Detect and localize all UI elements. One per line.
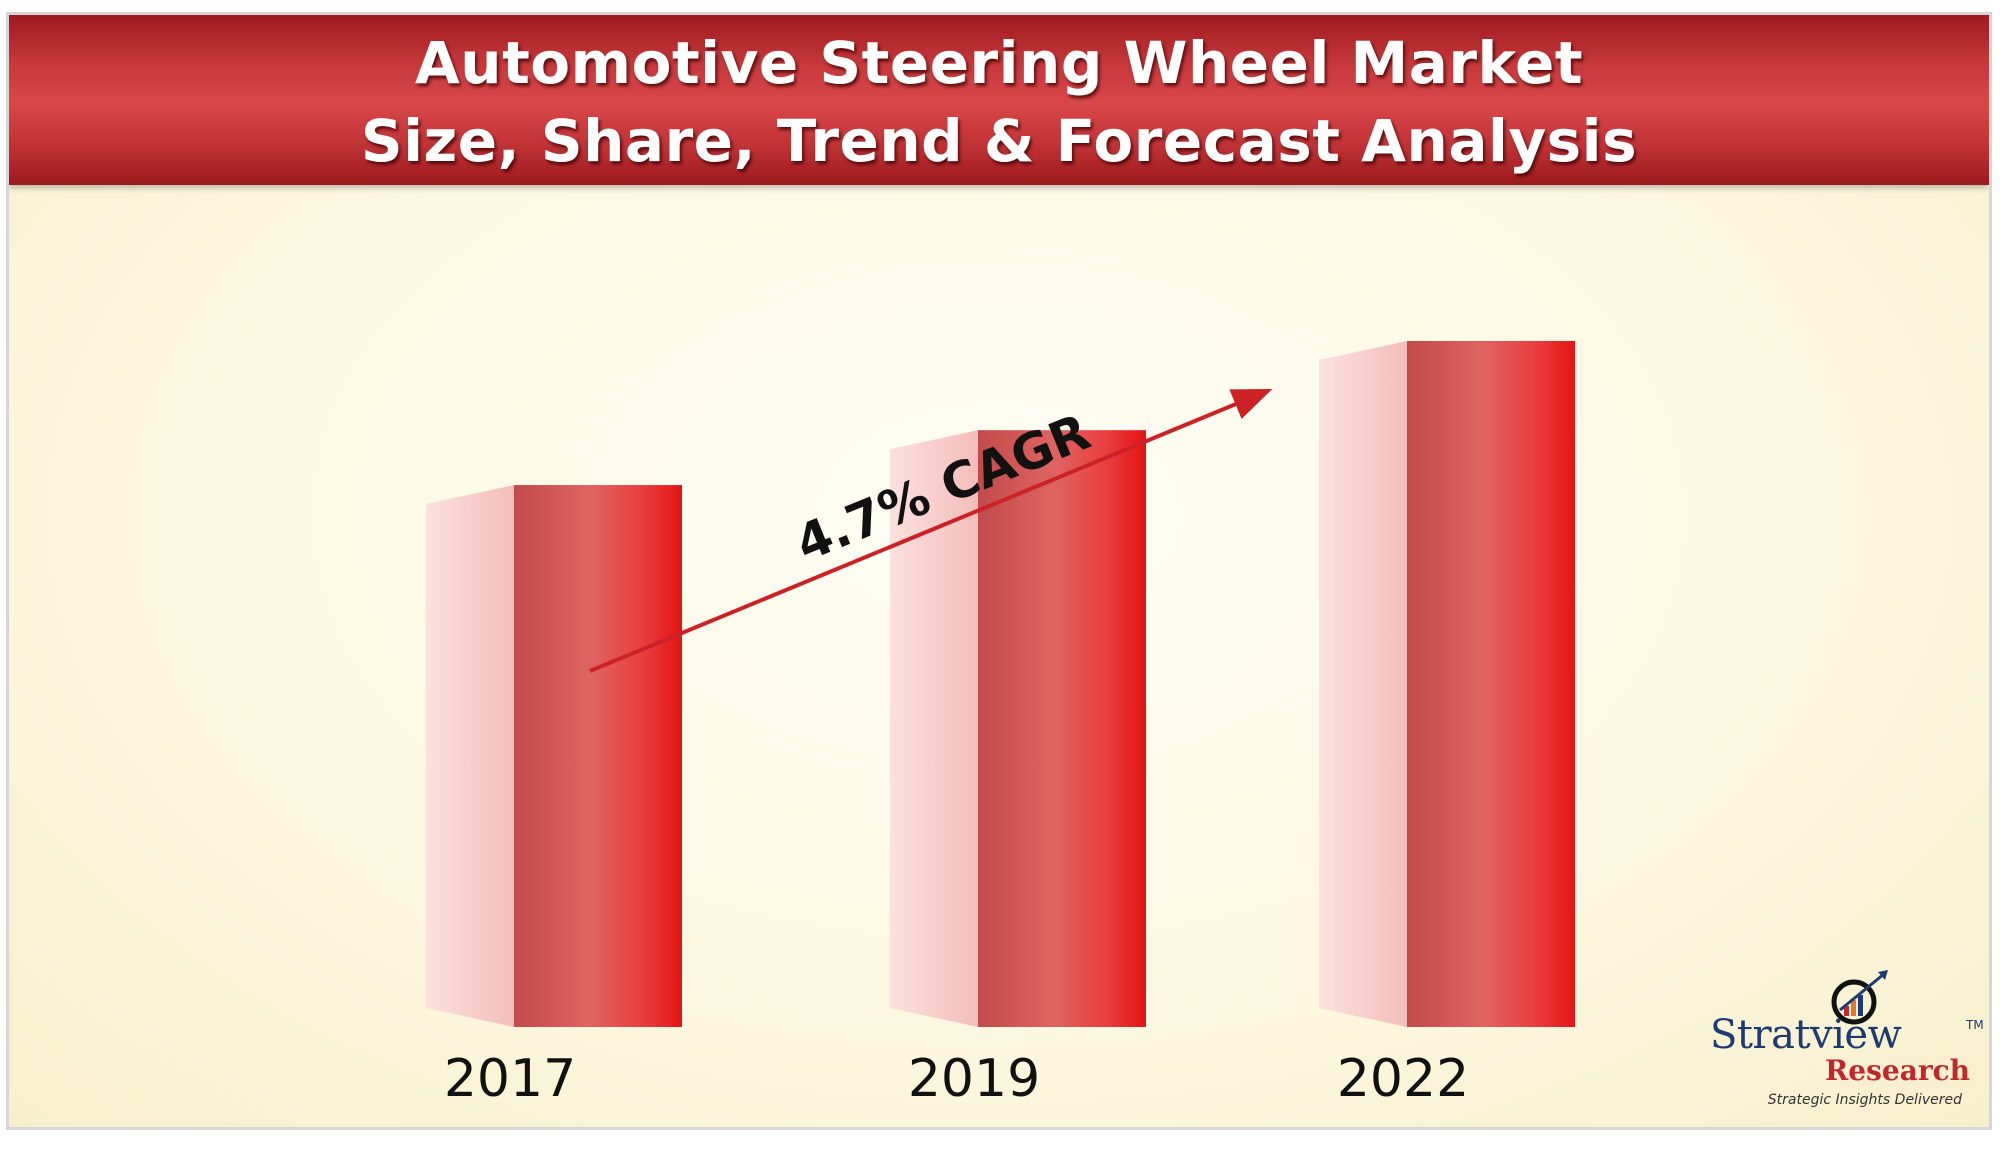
magnifier-chart-icon	[1831, 970, 1888, 1025]
logo-name: Stratview	[1710, 1012, 1902, 1058]
x-tick-label-2022: 2022	[1337, 1049, 1469, 1109]
bar-side-2022	[1319, 341, 1407, 1027]
x-tick-label-2017: 2017	[444, 1049, 576, 1109]
bar-side-2019	[890, 430, 978, 1027]
bar-2022	[1407, 341, 1575, 1027]
logo-trademark: TM	[1966, 1018, 1984, 1032]
bar-2019	[978, 430, 1146, 1027]
chart-title-line-2: Size, Share, Trend & Forecast Analysis	[360, 107, 1638, 175]
bar-side-2017	[426, 485, 514, 1027]
bar-2017	[514, 485, 682, 1027]
title-banner: Automotive Steering Wheel Market Size, S…	[9, 15, 1989, 185]
stratview-logo: Stratview TM Research Strategic Insights…	[1700, 970, 1984, 1120]
logo-tagline: Strategic Insights Delivered	[1767, 1092, 1962, 1108]
cagr-arrow	[589, 388, 1273, 673]
logo-sub: Research	[1825, 1054, 1970, 1087]
x-tick-label-2019: 2019	[908, 1049, 1040, 1109]
chart-title-line-1: Automotive Steering Wheel Market	[414, 29, 1584, 97]
